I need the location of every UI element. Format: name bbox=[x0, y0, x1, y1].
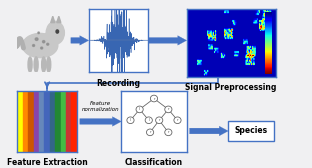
Text: Signal Preprocessing: Signal Preprocessing bbox=[185, 83, 277, 92]
Polygon shape bbox=[71, 36, 89, 45]
Polygon shape bbox=[190, 50, 228, 59]
Text: Feature Extraction: Feature Extraction bbox=[7, 158, 87, 167]
FancyBboxPatch shape bbox=[228, 121, 274, 140]
FancyBboxPatch shape bbox=[228, 45, 274, 64]
Text: Feature
normalization: Feature normalization bbox=[82, 101, 119, 112]
Text: Species: Species bbox=[235, 127, 268, 136]
Polygon shape bbox=[148, 36, 187, 45]
Polygon shape bbox=[190, 126, 228, 136]
Text: Classification: Classification bbox=[125, 158, 183, 167]
Polygon shape bbox=[80, 117, 121, 126]
Text: Vocalization: Vocalization bbox=[225, 50, 278, 59]
Text: Recording: Recording bbox=[96, 79, 140, 88]
